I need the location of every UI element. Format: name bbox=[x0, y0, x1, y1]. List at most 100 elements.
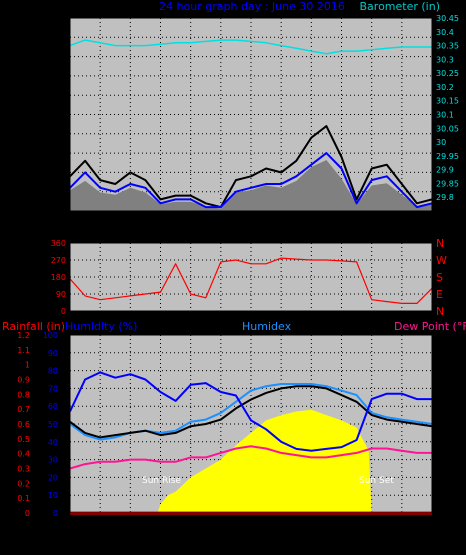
humidity-tick-label: 20 bbox=[48, 473, 58, 482]
humidity-tick-label: 0 bbox=[53, 509, 58, 518]
time-tick-label: 10 PM bbox=[390, 217, 415, 226]
time-tick-label: 10 AM bbox=[208, 315, 233, 324]
time-tick-label: 10 PM bbox=[390, 519, 415, 528]
time-tick-label: 0 AM bbox=[422, 519, 442, 528]
panel-border bbox=[69, 334, 433, 514]
temperature-line bbox=[69, 385, 433, 439]
rainfall-tick-label: 1 bbox=[25, 361, 30, 370]
wind-gust-line bbox=[69, 125, 433, 209]
rainfall-tick-label: 0.5 bbox=[17, 435, 30, 444]
time-tick-label: 12 PM bbox=[239, 217, 264, 226]
direction-tick-label: 270 bbox=[51, 256, 66, 265]
time-tick-label: 2 AM bbox=[90, 217, 110, 226]
time-tick-label: 8 AM bbox=[181, 315, 201, 324]
wind-tick-label: 0 bbox=[53, 207, 58, 216]
barometer-line bbox=[69, 39, 432, 55]
time-tick-label: 4 AM bbox=[120, 315, 140, 324]
barometer-tick-label: 29.95 bbox=[436, 152, 459, 161]
barometer-tick-label: 29.8 bbox=[436, 193, 454, 202]
wind-tick-label: 20 bbox=[48, 130, 58, 139]
rainfall-tick-label: 0.9 bbox=[17, 376, 30, 385]
time-tick-label: 6 AM bbox=[150, 519, 170, 528]
chart-title: 24 hour graph day : June 30 2016 bbox=[159, 0, 345, 13]
compass-tick-label: W bbox=[436, 254, 447, 267]
rainfall-tick-label: 0.7 bbox=[17, 405, 30, 414]
time-tick-label: 8 PM bbox=[362, 315, 381, 324]
compass-tick-label: N bbox=[436, 305, 444, 318]
time-tick-label: 10 AM bbox=[208, 217, 233, 226]
time-tick-label: 4 AM bbox=[120, 217, 140, 226]
barometer-tick-label: 30.2 bbox=[436, 83, 454, 92]
wind-tick-label: 30 bbox=[48, 91, 58, 100]
humidity-axis-label: Humidity (%) bbox=[65, 320, 137, 333]
windspeed-axis-label: Windspeed (mph) bbox=[2, 0, 100, 13]
temperature-tick-label: 70 bbox=[436, 409, 446, 418]
sun-rise-label: Sun Rise bbox=[142, 476, 181, 486]
time-tick-label: 6 AM bbox=[150, 315, 170, 324]
time-tick-label: 2 PM bbox=[271, 217, 290, 226]
barometer-tick-label: 30.35 bbox=[436, 42, 459, 51]
rainfall-tick-label: 0.8 bbox=[17, 390, 30, 399]
temperature-tick-label: 55 bbox=[436, 442, 446, 451]
time-tick-label: 2 AM bbox=[90, 519, 110, 528]
time-tick-label: 2 PM bbox=[271, 315, 290, 324]
barometer-tick-label: 29.9 bbox=[436, 166, 454, 175]
barometer-tick-label: 30 bbox=[436, 138, 446, 147]
rainfall-axis-label: Rainfall (in) bbox=[2, 320, 65, 333]
barometer-axis-label: Barometer (in) bbox=[360, 0, 441, 13]
barometer-tick-label: 29.85 bbox=[436, 179, 459, 188]
time-tick-label: 0 AM bbox=[422, 315, 442, 324]
wind-tick-label: 35 bbox=[48, 72, 58, 81]
temperature-tick-label: 25 bbox=[436, 509, 446, 518]
dewpoint-axis-label: Dew Point (°F) bbox=[394, 320, 466, 333]
wind-direction-line bbox=[69, 257, 433, 304]
humidity-tick-label: 30 bbox=[48, 456, 58, 465]
time-tick-label: 6 PM bbox=[332, 217, 351, 226]
time-tick-label: 8 PM bbox=[362, 217, 381, 226]
humidity-tick-label: 90 bbox=[48, 349, 58, 358]
axes-layer: 0510152025303540455029.829.8529.929.9530… bbox=[17, 14, 459, 528]
temperature-tick-label: 80 bbox=[436, 387, 446, 396]
compass-tick-label: E bbox=[436, 288, 443, 301]
wind-average-line bbox=[69, 152, 433, 209]
time-tick-label: 4 PM bbox=[302, 519, 321, 528]
barometer-tick-label: 30.4 bbox=[436, 28, 454, 37]
barometer-tick-label: 30.05 bbox=[436, 124, 459, 133]
humidex-label: Humidex bbox=[242, 320, 292, 333]
time-tick-label: 4 PM bbox=[302, 315, 321, 324]
temperature-tick-label: 35 bbox=[436, 487, 446, 496]
wind-low-area bbox=[70, 160, 432, 211]
temperature-tick-label: 90 bbox=[436, 364, 446, 373]
direction-tick-label: 180 bbox=[51, 273, 66, 282]
compass-tick-label: N bbox=[436, 237, 444, 250]
barometer-tick-label: 30.25 bbox=[436, 69, 459, 78]
direction-tick-label: 360 bbox=[51, 239, 66, 248]
sun-set-label: Sun Set bbox=[359, 476, 394, 486]
time-tick-label: 8 AM bbox=[181, 519, 201, 528]
temperature-tick-label: 40 bbox=[436, 476, 446, 485]
wind-tick-label: 40 bbox=[48, 53, 58, 62]
rainfall-tick-label: 0.4 bbox=[17, 450, 30, 459]
time-tick-label: 6 AM bbox=[150, 217, 170, 226]
humidity-tick-label: 100 bbox=[43, 331, 58, 340]
panel-border bbox=[69, 17, 433, 212]
wind-tick-label: 15 bbox=[48, 149, 58, 158]
wind-tick-label: 50 bbox=[48, 14, 58, 23]
time-tick-label: 12 PM bbox=[239, 315, 264, 324]
time-tick-label: 12 PM bbox=[239, 519, 264, 528]
time-tick-label: 4 PM bbox=[302, 217, 321, 226]
temperature-tick-label: 50 bbox=[436, 453, 446, 462]
direction-tick-label: 90 bbox=[56, 290, 66, 299]
humidity-tick-label: 60 bbox=[48, 402, 58, 411]
barometer-tick-label: 30.45 bbox=[436, 14, 459, 23]
temperature-tick-label: 30 bbox=[436, 498, 446, 507]
time-tick-label: 6 PM bbox=[332, 519, 351, 528]
temperature-tick-label: 95 bbox=[436, 353, 446, 362]
barometer-tick-label: 30.1 bbox=[436, 111, 454, 120]
barometer-tick-label: 30.3 bbox=[436, 55, 454, 64]
direction-tick-label: 0 bbox=[61, 307, 66, 316]
temperature-tick-label: 105 bbox=[436, 331, 451, 340]
humidity-tick-label: 70 bbox=[48, 384, 58, 393]
temperature-tick-label: 45 bbox=[436, 465, 446, 474]
time-tick-label: 8 PM bbox=[362, 519, 381, 528]
